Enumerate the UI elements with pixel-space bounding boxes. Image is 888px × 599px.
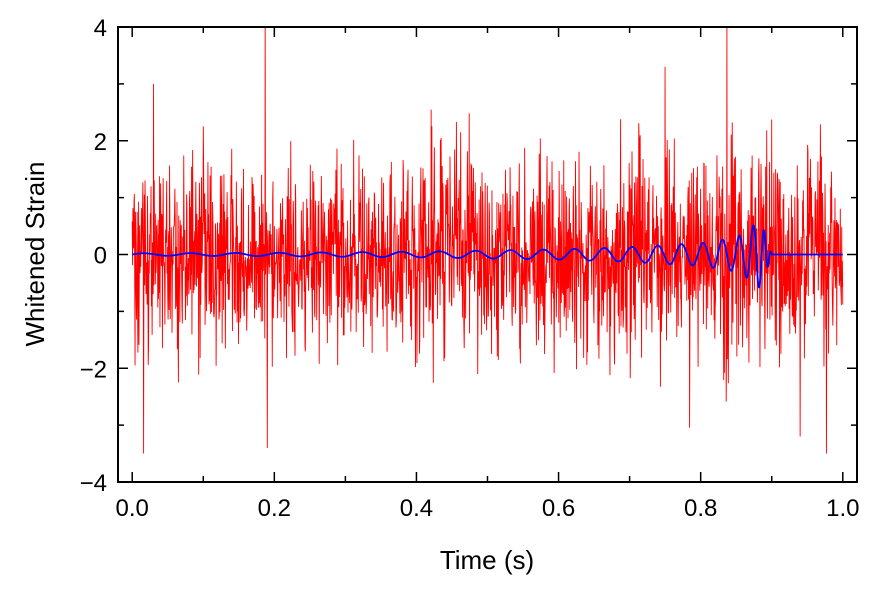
y-axis-tick-labels: −4 −2 0 2 4 (80, 15, 107, 497)
y-tick-label: 4 (94, 15, 107, 42)
plot-area (131, 27, 844, 454)
y-tick-label: 0 (94, 243, 107, 270)
noise-series-line (131, 27, 844, 454)
x-axis-ticks (131, 27, 844, 482)
x-tick-label: 0.2 (258, 495, 291, 522)
x-tick-label: 0.6 (542, 495, 575, 522)
y-tick-label: −2 (80, 356, 107, 383)
x-axis-title: Time (s) (440, 545, 534, 575)
signal-series-line (132, 224, 843, 289)
y-tick-label: −4 (80, 470, 107, 497)
y-axis-ticks (118, 26, 857, 483)
y-axis-title: Whitened Strain (20, 162, 50, 347)
x-tick-label: 0.8 (684, 495, 717, 522)
y-tick-label: 2 (94, 129, 107, 156)
x-tick-label: 1.0 (826, 495, 859, 522)
x-axis-tick-labels: 0.0 0.2 0.4 0.6 0.8 1.0 (116, 495, 860, 522)
x-tick-label: 0.0 (116, 495, 149, 522)
x-tick-label: 0.4 (400, 495, 433, 522)
